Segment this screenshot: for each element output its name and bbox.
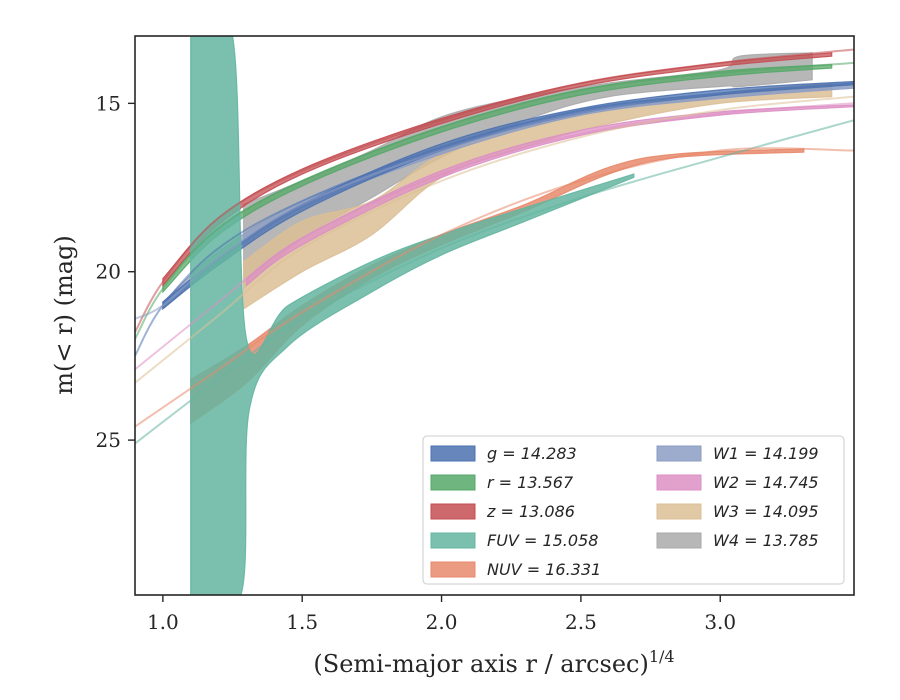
model-curve-W1 [135, 85, 854, 320]
model-curve-z [135, 48, 854, 333]
y-tick-label: 15 [96, 91, 121, 115]
model-curve-g [135, 82, 854, 357]
x-tick-label: 2.5 [565, 610, 597, 634]
legend-label-FUV: FUV = 15.058 [487, 531, 598, 550]
legend: g = 14.283 r = 13.567 z = 13.086 FUV = 15.0… [422, 435, 845, 585]
model-curve-FUV [135, 119, 854, 445]
model-curve-NUV [135, 147, 854, 428]
y-axis-label: m(< r) (mag) [50, 235, 78, 394]
legend-swatch-r [430, 474, 476, 491]
legend-swatch-g [430, 445, 476, 462]
model-curve-r [135, 61, 854, 340]
model-curves [135, 48, 854, 445]
band-W3 [243, 82, 833, 310]
model-curve-W3 [135, 95, 854, 384]
x-axis-label: (Semi-major axis r / arcsec)1/4 [313, 647, 674, 678]
legend-label-NUV: NUV = 16.331 [487, 560, 601, 579]
band-z [162, 52, 833, 287]
legend-label-z: z = 13.086 [486, 502, 575, 521]
legend-label-W2: W2 = 14.745 [713, 473, 819, 492]
legend-swatch-W3 [656, 503, 702, 520]
legend-label-W1: W1 = 14.199 [713, 444, 819, 463]
y-axis: 15 20 25 [96, 91, 135, 452]
x-tick-label: 2.0 [426, 610, 458, 634]
legend-swatch-W1 [656, 445, 702, 462]
x-tick-label: 1.0 [147, 610, 179, 634]
legend-label-r: r = 13.567 [487, 473, 574, 492]
plot-frame [134, 35, 855, 596]
x-tick-label: 3.0 [704, 610, 736, 634]
x-tick-label: 1.5 [286, 610, 318, 634]
legend-frame [422, 435, 845, 585]
legend-label-W4: W4 = 13.785 [713, 531, 819, 550]
legend-label-g: g = 14.283 [487, 444, 577, 463]
legend-swatch-NUV [430, 561, 476, 578]
legend-swatch-FUV [430, 532, 476, 549]
legend-swatch-W4 [656, 532, 702, 549]
x-axis: 1.0 1.5 2.0 2.5 3.0 [147, 595, 736, 634]
model-curve-W2 [135, 102, 854, 371]
band-FUV [190, 36, 635, 595]
legend-swatch-z [430, 503, 476, 520]
y-tick-label: 20 [96, 260, 121, 284]
legend-swatch-W2 [656, 474, 702, 491]
legend-label-W3: W3 = 14.095 [713, 502, 819, 521]
y-tick-label: 25 [96, 428, 121, 452]
